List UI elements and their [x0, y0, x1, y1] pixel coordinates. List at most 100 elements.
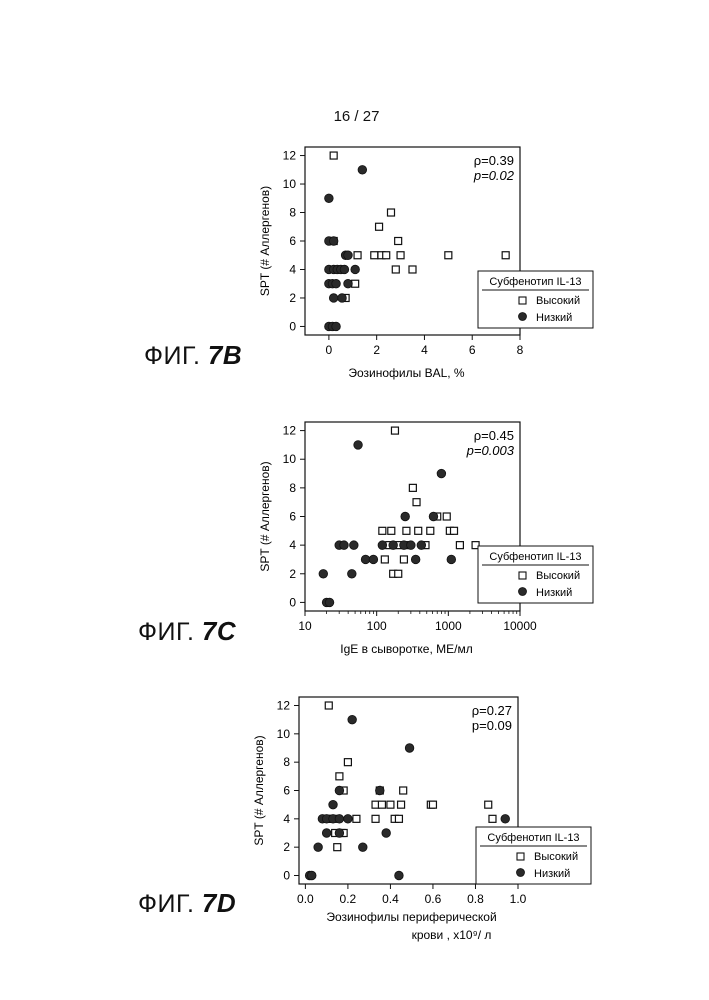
point-low — [322, 829, 331, 838]
point-high — [387, 801, 394, 808]
point-low — [358, 843, 367, 852]
x-tick-label: 1000 — [435, 619, 462, 633]
point-high — [336, 773, 343, 780]
point-low — [332, 322, 341, 331]
point-high — [451, 527, 458, 534]
x-tick-label: 4 — [421, 343, 428, 357]
legend-label-high: Высокий — [536, 570, 580, 582]
point-low — [338, 294, 347, 303]
y-tick-label: 2 — [283, 840, 290, 854]
point-high — [400, 787, 407, 794]
point-low — [354, 441, 363, 450]
y-tick-label: 6 — [283, 784, 290, 798]
legend-circle-icon — [519, 588, 527, 596]
rho-value: ρ=0.27 — [472, 703, 512, 718]
point-high — [427, 527, 434, 534]
point-low — [340, 265, 349, 274]
legend-title: Субфенотип IL-13 — [487, 832, 579, 844]
legend-square-icon — [519, 572, 526, 579]
point-low — [369, 555, 378, 564]
y-axis-title: SPT (# Аллергенов) — [252, 735, 266, 845]
point-high — [485, 801, 492, 808]
legend-title: Субфенотип IL-13 — [489, 276, 581, 288]
point-low — [329, 294, 338, 303]
y-axis-title: SPT (# Аллергенов) — [258, 186, 272, 296]
point-high — [397, 252, 404, 259]
x-axis-title: Эозинофилы периферической — [326, 910, 496, 924]
point-high — [392, 266, 399, 273]
x-tick-label: 0.8 — [467, 892, 484, 906]
point-high — [489, 815, 496, 822]
legend-label-high: Высокий — [536, 295, 580, 307]
point-low — [314, 843, 323, 852]
point-low — [319, 569, 328, 578]
legend-label-low: Низкий — [536, 587, 572, 599]
point-high — [325, 702, 332, 709]
x-tick-label: 2 — [373, 343, 380, 357]
x-tick-label: 100 — [367, 619, 387, 633]
y-tick-label: 0 — [289, 595, 296, 609]
point-low — [417, 541, 426, 550]
point-low — [335, 829, 344, 838]
point-low — [375, 786, 384, 795]
point-high — [352, 280, 359, 287]
point-high — [371, 252, 378, 259]
y-tick-label: 6 — [289, 510, 296, 524]
point-high — [409, 266, 416, 273]
point-low — [335, 815, 344, 824]
point-low — [344, 279, 353, 288]
point-high — [409, 484, 416, 491]
point-low — [344, 251, 353, 260]
point-high — [388, 527, 395, 534]
legend-title: Субфенотип IL-13 — [489, 551, 581, 563]
x-tick-label: 0.2 — [340, 892, 357, 906]
p-value: p=0.02 — [473, 168, 515, 183]
point-low — [307, 871, 316, 880]
x-tick-label: 10000 — [503, 619, 537, 633]
y-tick-label: 8 — [289, 481, 296, 495]
point-high — [429, 801, 436, 808]
legend-square-icon — [517, 853, 524, 860]
point-high — [502, 252, 509, 259]
point-high — [413, 499, 420, 506]
x-tick-label: 10 — [298, 619, 312, 633]
x-tick-label: 0.4 — [382, 892, 399, 906]
x-tick-label: 8 — [517, 343, 524, 357]
point-low — [358, 165, 367, 174]
point-low — [332, 279, 341, 288]
legend-label-high: Высокий — [534, 851, 578, 863]
point-high — [372, 815, 379, 822]
y-tick-label: 10 — [283, 452, 297, 466]
point-high — [443, 513, 450, 520]
point-low — [382, 829, 391, 838]
y-tick-label: 8 — [283, 755, 290, 769]
point-low — [501, 815, 510, 824]
point-high — [378, 801, 385, 808]
point-low — [351, 265, 360, 274]
y-tick-label: 4 — [289, 262, 296, 276]
point-high — [395, 238, 402, 245]
point-high — [391, 427, 398, 434]
point-high — [381, 556, 388, 563]
legend-square-icon — [519, 297, 526, 304]
p-value: p=0.003 — [466, 443, 515, 458]
point-low — [395, 871, 404, 880]
point-low — [350, 541, 359, 550]
y-tick-label: 0 — [289, 319, 296, 333]
point-low — [325, 598, 334, 607]
point-high — [334, 844, 341, 851]
p-value: p=0.09 — [472, 718, 512, 733]
x-axis-title: IgE в сыворотке, МЕ/мл — [340, 642, 473, 656]
legend-circle-icon — [517, 869, 525, 877]
y-tick-label: 10 — [277, 727, 291, 741]
y-tick-label: 4 — [289, 538, 296, 552]
point-high — [456, 542, 463, 549]
point-high — [383, 252, 390, 259]
x-tick-label: 0.6 — [425, 892, 442, 906]
y-axis-title: SPT (# Аллергенов) — [258, 461, 272, 571]
point-high — [344, 759, 351, 766]
point-low — [340, 541, 349, 550]
x-tick-label: 0 — [326, 343, 333, 357]
point-high — [398, 801, 405, 808]
